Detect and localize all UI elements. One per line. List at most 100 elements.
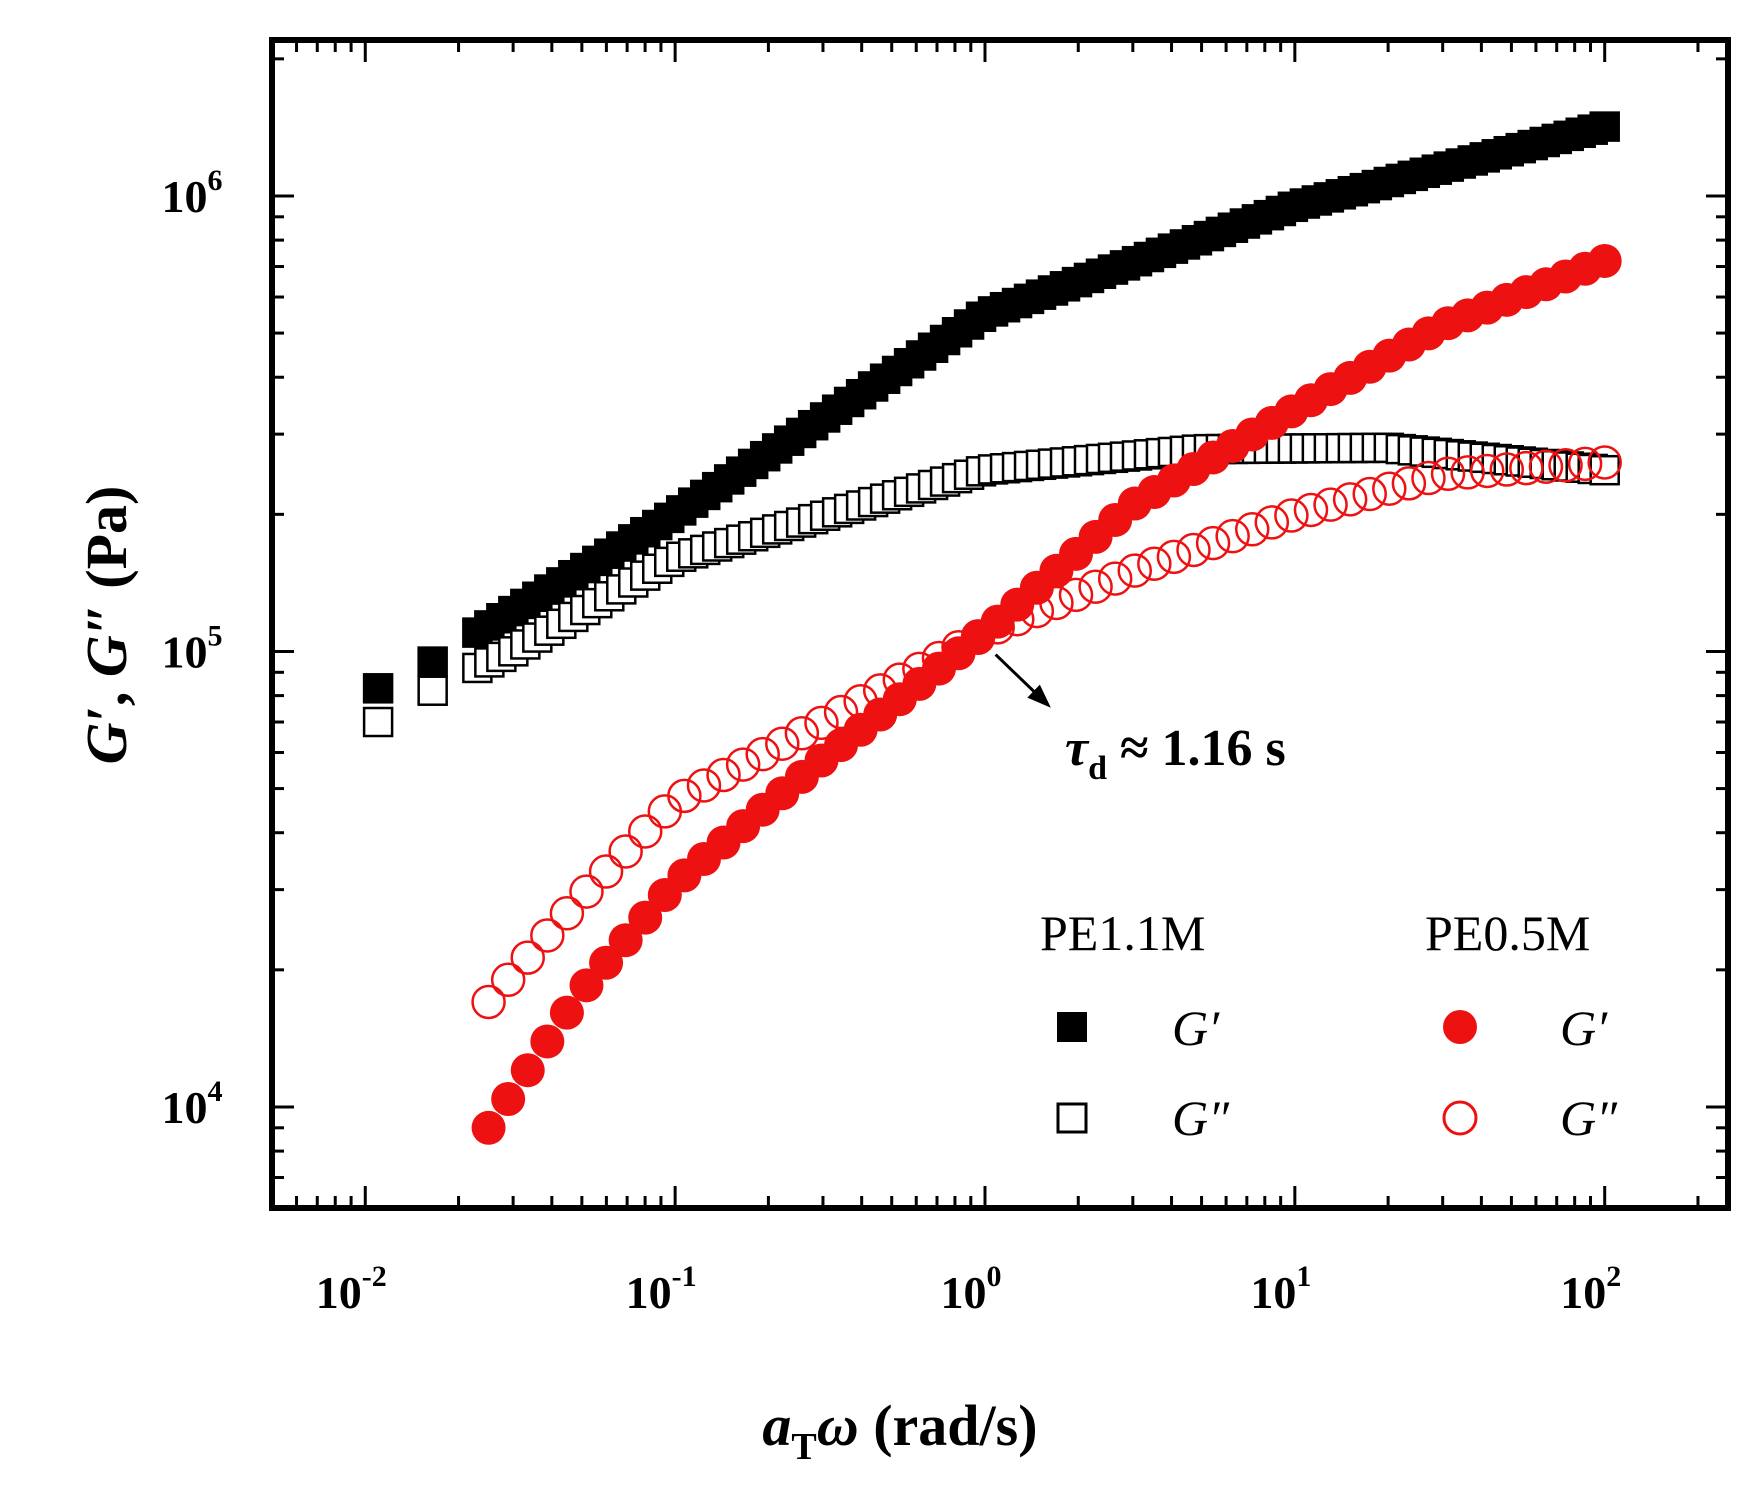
point-pe05-gpp (471, 984, 506, 1020)
point-pe11-gp (1589, 111, 1620, 142)
point-pe05-gpp (1019, 593, 1055, 629)
point-pe05-gpp (1509, 450, 1544, 486)
point-pe05-gpp (902, 651, 937, 687)
point-pe05-gpp (1430, 456, 1466, 492)
point-pe05-gpp (686, 768, 722, 803)
point-pe05-gpp (1391, 466, 1427, 501)
data-points (362, 111, 1622, 1145)
x-axis-label: aTω (rad/s) (762, 1393, 1037, 1468)
point-pe11-gpp (417, 675, 448, 706)
point-pe05-gp (1587, 243, 1622, 278)
legend-marker-pe11-gpp (1056, 1102, 1088, 1134)
y-tick-label: 105 (162, 619, 223, 677)
point-pe05-gpp (1411, 460, 1446, 496)
point-pe05-gpp (1352, 476, 1387, 512)
point-pe05-gpp (1254, 505, 1290, 540)
point-pe05-gpp (882, 662, 918, 697)
point-pe05-gpp (725, 747, 761, 782)
point-pe05-gpp (1489, 452, 1525, 487)
legend-group-pe05: PE0.5M (1425, 905, 1590, 961)
point-pe05-gp (530, 1024, 565, 1059)
point-pe05-gpp (627, 814, 663, 849)
point-pe05-gpp (530, 918, 565, 953)
legend-marker-pe05-gpp (1442, 1100, 1478, 1136)
point-pe05-gpp (941, 629, 976, 665)
point-pe05-gpp (706, 757, 741, 793)
x-tick-label: 102 (1560, 1260, 1621, 1318)
point-pe05-gp (628, 900, 663, 935)
point-pe05-gpp (569, 874, 604, 909)
point-pe05-gp (471, 1110, 506, 1145)
y-tick-labels: 104 105 106 (162, 164, 223, 1133)
legend: PE1.1M PE0.5M G′ G″ G′ G″ (1040, 905, 1618, 1146)
point-pe05-gpp (1039, 585, 1074, 621)
x-tick-label: 10-1 (626, 1260, 697, 1318)
legend-label-pe11-gpp: G″ (1172, 1090, 1230, 1146)
x-tick-label: 10-2 (316, 1260, 387, 1318)
x-tick-label: 100 (940, 1260, 1001, 1318)
point-pe05-gp (608, 923, 643, 958)
point-pe05-gpp (1528, 449, 1564, 484)
point-pe05-gpp (1176, 532, 1211, 568)
point-pe05-gpp (1293, 492, 1329, 528)
point-pe11-gp (362, 673, 394, 704)
point-pe05-gpp (784, 716, 820, 751)
point-pe05-gp (510, 1053, 545, 1088)
point-pe11-gpp (362, 706, 394, 738)
point-pe05-gpp (1274, 498, 1309, 533)
point-pe05-gpp (1469, 453, 1505, 489)
point-pe05-gpp (843, 683, 878, 719)
x-tick-label: 101 (1250, 1260, 1311, 1318)
point-pe05-gpp (804, 705, 839, 741)
point-pe05-gpp (1567, 446, 1603, 482)
annotation-arrowhead (1027, 684, 1051, 708)
point-pe05-gpp (1313, 487, 1348, 522)
point-pe05-gpp (490, 962, 526, 998)
point-pe05-gpp (588, 854, 624, 889)
point-pe05-gpp (1078, 569, 1113, 604)
legend-marker-pe05-gp (1443, 1010, 1477, 1044)
point-pe05-gpp (765, 726, 800, 761)
point-pe05-gpp (1215, 518, 1250, 554)
point-pe05-gp (569, 968, 604, 1003)
legend-group-pe11: PE1.1M (1040, 905, 1205, 961)
point-pe05-gpp (1117, 553, 1153, 588)
point-pe05-gpp (1450, 455, 1485, 490)
point-pe05-gpp (667, 778, 702, 814)
point-pe11-gp (417, 646, 448, 677)
point-pe05-gpp (745, 736, 780, 772)
point-pe05-gpp (549, 896, 585, 931)
point-pe05-gpp (1058, 577, 1094, 613)
point-pe05-gpp (1332, 482, 1368, 517)
point-pe05-gp (491, 1082, 526, 1117)
point-pe05-gpp (1548, 448, 1583, 483)
point-pe05-gpp (1195, 525, 1231, 561)
point-pe05-gpp (960, 619, 996, 654)
point-pe11-gpp (1589, 454, 1620, 486)
y-tick-label: 106 (162, 164, 223, 222)
point-pe05-gpp (1372, 471, 1407, 506)
point-pe05-gpp (647, 794, 683, 829)
point-pe05-gpp (1137, 546, 1172, 581)
tau-annotation: τd ≈ 1.16 s (1065, 720, 1286, 787)
point-pe05-gpp (1000, 601, 1035, 637)
point-pe05-gp (589, 945, 624, 980)
legend-label-pe05-gp: G′ (1560, 1000, 1608, 1056)
legend-label-pe05-gpp: G″ (1560, 1090, 1618, 1146)
point-pe05-gpp (1097, 561, 1133, 596)
plot-frame (269, 37, 1731, 1211)
point-pe05-gpp (1156, 539, 1192, 575)
y-axis-label: G′, G″ (Pa) (74, 486, 139, 765)
legend-label-pe11-gp: G′ (1172, 1000, 1220, 1056)
point-pe05-gpp (921, 640, 957, 676)
y-tick-label: 104 (162, 1075, 223, 1133)
point-pe05-gpp (823, 694, 859, 730)
point-pe05-gp (549, 995, 584, 1030)
point-pe05-gpp (862, 673, 898, 708)
point-pe05-gpp (510, 940, 545, 975)
point-pe05-gpp (980, 610, 1015, 645)
x-tick-labels: 10-2 10-1 100 101 102 (316, 1260, 1621, 1318)
point-pe05-gpp (1234, 512, 1270, 547)
point-pe05-gpp (1587, 445, 1622, 480)
